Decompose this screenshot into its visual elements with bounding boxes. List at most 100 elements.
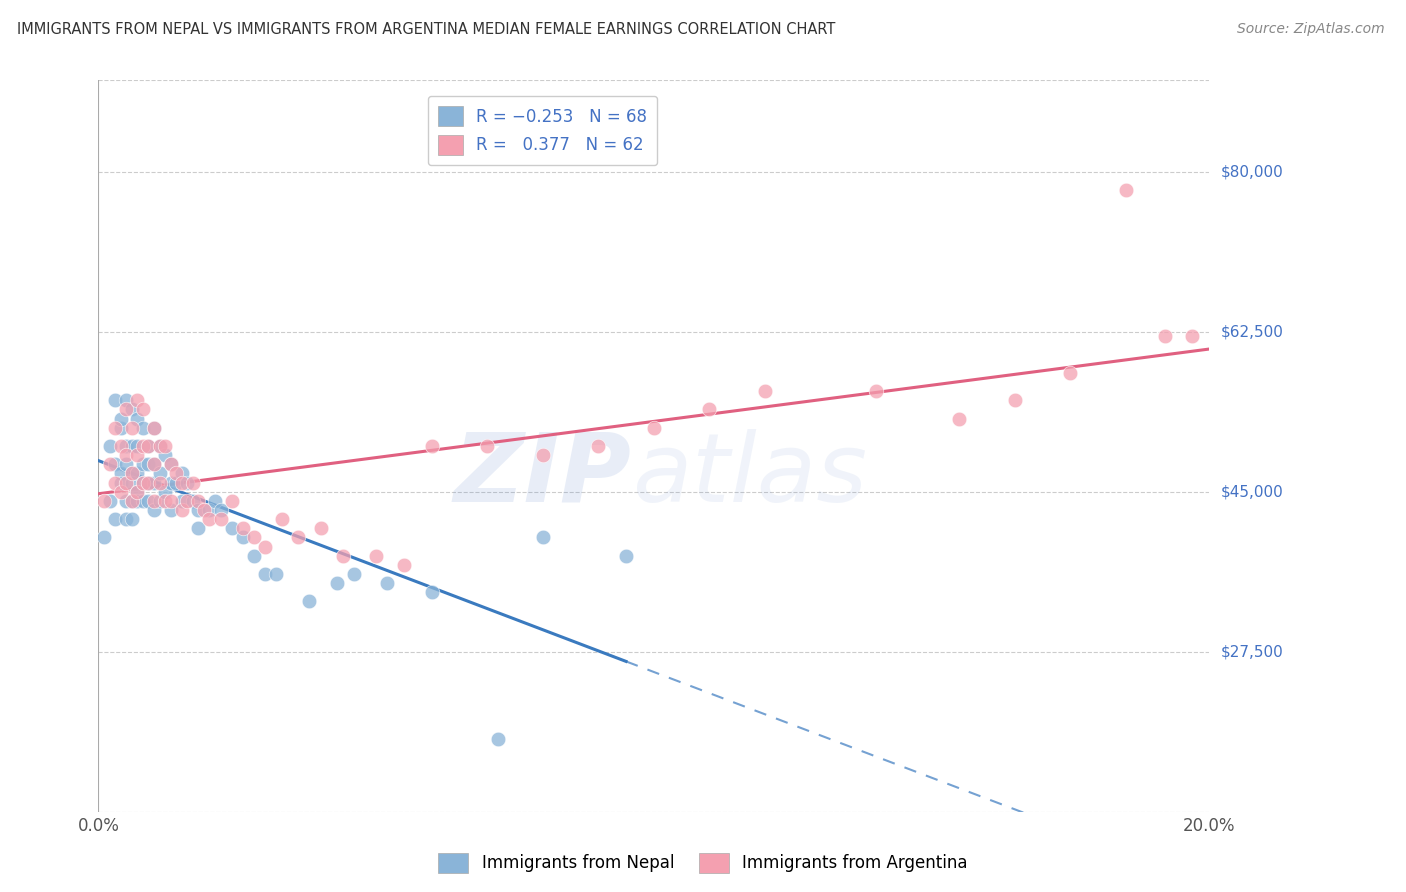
Point <box>392 558 415 572</box>
Point <box>132 420 155 434</box>
Point <box>187 503 209 517</box>
Point <box>104 420 127 434</box>
Point <box>127 484 149 499</box>
Point <box>343 567 366 582</box>
Point <box>531 530 554 544</box>
Point <box>148 439 170 453</box>
Point <box>1181 329 1204 343</box>
Point <box>198 512 221 526</box>
Point <box>531 448 554 462</box>
Point <box>121 420 143 434</box>
Point <box>104 512 127 526</box>
Point <box>1153 329 1175 343</box>
Point <box>221 493 243 508</box>
Point <box>148 475 170 490</box>
Point <box>121 402 143 417</box>
Point <box>121 475 143 490</box>
Point <box>298 594 321 608</box>
Point <box>165 475 187 490</box>
Point <box>93 493 115 508</box>
Point <box>110 467 132 481</box>
Point <box>127 493 149 508</box>
Point <box>143 475 166 490</box>
Point <box>115 448 138 462</box>
Point <box>115 439 138 453</box>
Point <box>127 439 149 453</box>
Point <box>243 530 266 544</box>
Text: Source: ZipAtlas.com: Source: ZipAtlas.com <box>1237 22 1385 37</box>
Point <box>121 512 143 526</box>
Point <box>110 439 132 453</box>
Point <box>115 512 138 526</box>
Point <box>264 567 287 582</box>
Point <box>366 549 388 563</box>
Point <box>98 493 121 508</box>
Point <box>143 457 166 471</box>
Point <box>132 475 155 490</box>
Point <box>132 457 155 471</box>
Point <box>138 457 160 471</box>
Point <box>198 503 221 517</box>
Point <box>110 484 132 499</box>
Text: $45,000: $45,000 <box>1220 484 1284 500</box>
Point <box>181 475 204 490</box>
Point <box>165 467 187 481</box>
Point <box>132 493 155 508</box>
Point <box>287 530 309 544</box>
Point <box>110 420 132 434</box>
Point <box>148 439 170 453</box>
Point <box>93 530 115 544</box>
Point <box>209 512 232 526</box>
Point <box>138 475 160 490</box>
Text: ZIP: ZIP <box>454 429 631 522</box>
Point <box>132 439 155 453</box>
Point <box>159 475 181 490</box>
Point <box>253 567 276 582</box>
Point <box>176 493 198 508</box>
Point <box>181 493 204 508</box>
Point <box>232 521 254 535</box>
Point <box>121 493 143 508</box>
Point <box>193 503 215 517</box>
Point <box>104 457 127 471</box>
Legend: R = −0.253   N = 68, R =   0.377   N = 62: R = −0.253 N = 68, R = 0.377 N = 62 <box>427 96 658 165</box>
Point <box>1115 183 1137 197</box>
Point <box>153 448 176 462</box>
Point <box>148 493 170 508</box>
Point <box>121 467 143 481</box>
Point <box>588 439 610 453</box>
Point <box>121 493 143 508</box>
Point <box>486 731 509 746</box>
Point <box>243 549 266 563</box>
Point <box>138 493 160 508</box>
Point <box>153 439 176 453</box>
Point <box>115 493 138 508</box>
Point <box>138 439 160 453</box>
Text: $27,500: $27,500 <box>1220 644 1284 659</box>
Point <box>253 540 276 554</box>
Point <box>170 467 193 481</box>
Point <box>1059 366 1081 380</box>
Point <box>127 393 149 408</box>
Point <box>159 457 181 471</box>
Point <box>138 439 160 453</box>
Point <box>332 549 354 563</box>
Point <box>115 475 138 490</box>
Point <box>170 493 193 508</box>
Point <box>127 411 149 425</box>
Point <box>420 439 443 453</box>
Point <box>132 402 155 417</box>
Point <box>221 521 243 535</box>
Point <box>127 448 149 462</box>
Point <box>643 420 665 434</box>
Text: $80,000: $80,000 <box>1220 164 1284 179</box>
Point <box>699 402 721 417</box>
Point <box>143 503 166 517</box>
Point <box>138 475 160 490</box>
Point <box>115 402 138 417</box>
Point <box>127 467 149 481</box>
Point <box>104 475 127 490</box>
Point <box>170 475 193 490</box>
Point <box>270 512 292 526</box>
Point <box>153 493 176 508</box>
